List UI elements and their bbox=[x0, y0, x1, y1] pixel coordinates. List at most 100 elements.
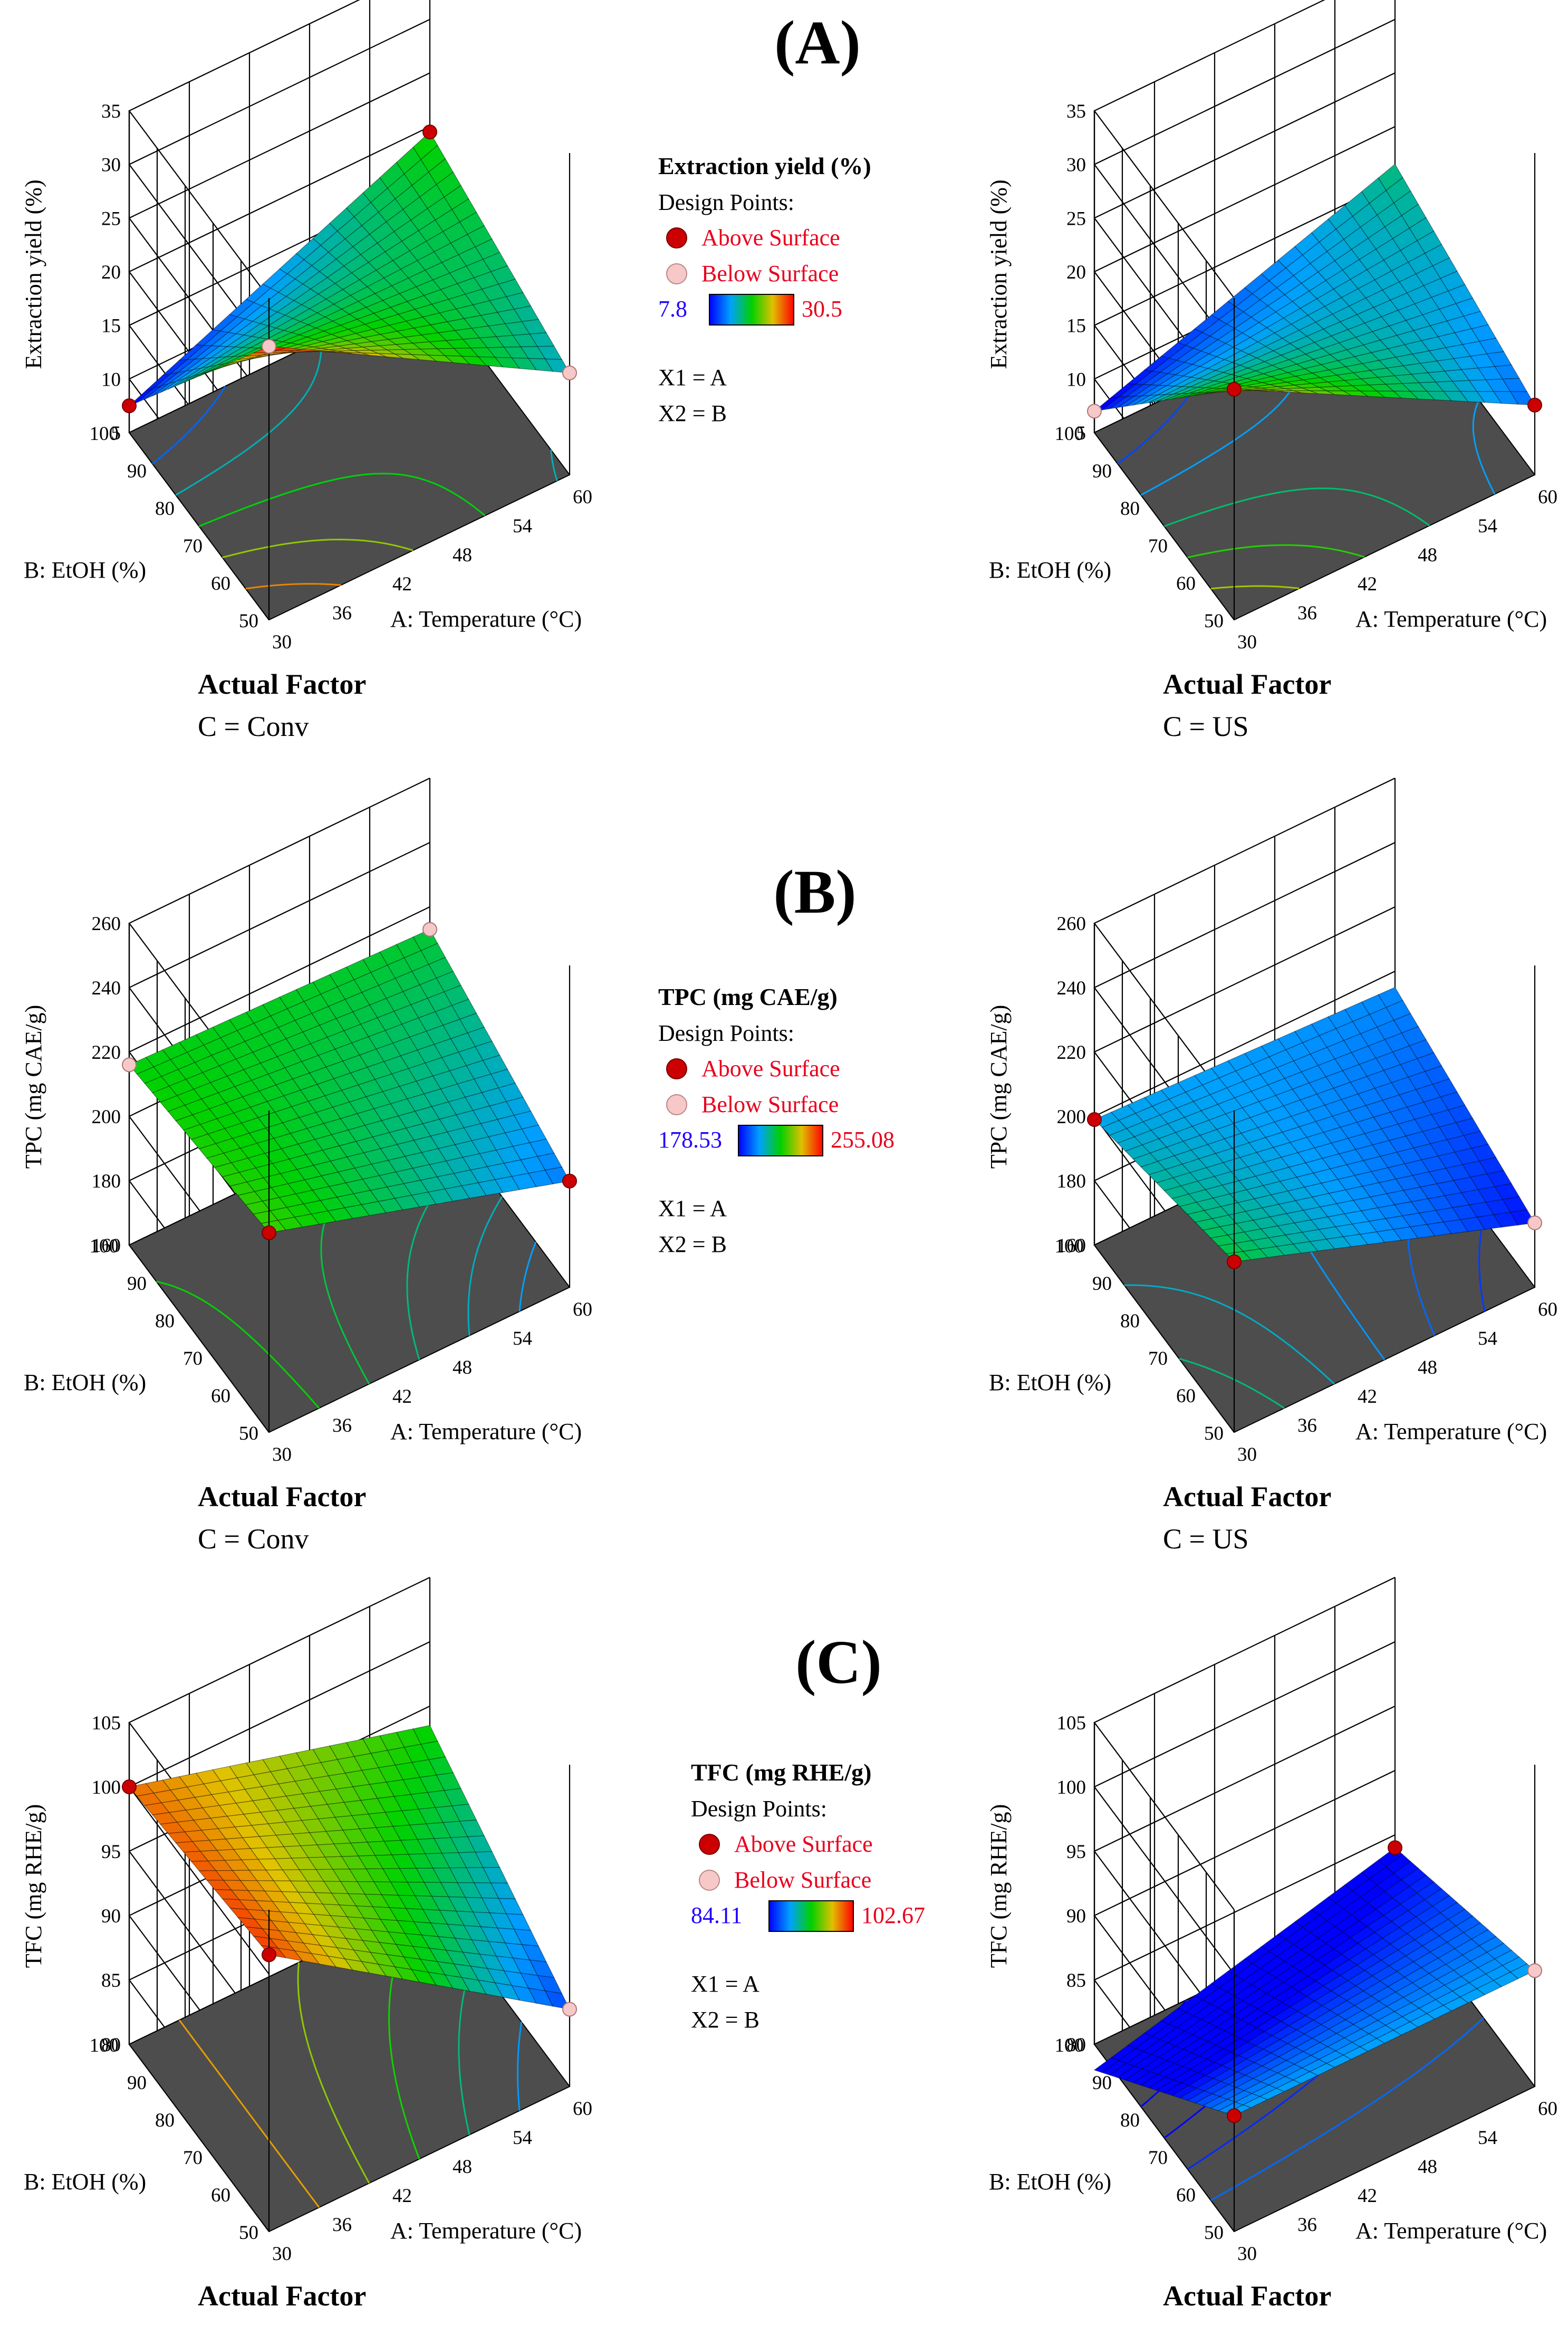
legend-range-max: 102.67 bbox=[861, 1902, 925, 1928]
surface-cell bbox=[343, 1800, 369, 1816]
surface-cell bbox=[311, 350, 336, 353]
surface-cell bbox=[1149, 385, 1176, 396]
surface-cell bbox=[438, 1936, 464, 1953]
surface-cell bbox=[1148, 2076, 1174, 2091]
x-axis-label: A: Temperature (°C) bbox=[390, 1419, 582, 1444]
z-tick-label: 180 bbox=[92, 1171, 121, 1192]
surface-cell bbox=[1435, 1207, 1461, 1223]
z-tick-label: 15 bbox=[101, 315, 121, 337]
surface-cell bbox=[318, 1048, 343, 1068]
y-tick-label: 50 bbox=[239, 2222, 258, 2244]
surface-cell bbox=[1195, 1218, 1220, 1231]
y-tick-label: 60 bbox=[211, 573, 230, 595]
surface-cell bbox=[178, 358, 204, 373]
surface-cell bbox=[1250, 1084, 1276, 1102]
z-gridline bbox=[1093, 1577, 1396, 1910]
surface-cell bbox=[1320, 2014, 1346, 2030]
z-tick-label: 85 bbox=[101, 1970, 121, 1992]
design-points bbox=[1087, 1112, 1542, 1269]
x-tick-label: 30 bbox=[1237, 2243, 1257, 2265]
surface-cell bbox=[200, 1828, 227, 1841]
surface-cell bbox=[394, 1966, 420, 1983]
design-point-above bbox=[1527, 397, 1542, 413]
surface-cell bbox=[427, 991, 453, 1012]
z-axis-label: Extraction yield (%) bbox=[21, 179, 46, 369]
z-tick-label: 25 bbox=[1066, 208, 1086, 229]
surface-cell bbox=[1367, 260, 1392, 281]
x-tick-label: 60 bbox=[573, 1299, 592, 1320]
surface-cell bbox=[1414, 1114, 1440, 1132]
surface-cell bbox=[1315, 313, 1341, 330]
surface-cell bbox=[1284, 283, 1310, 302]
surface-cell bbox=[1266, 318, 1292, 333]
surface-cell bbox=[319, 1945, 345, 1959]
surface-cell bbox=[1344, 1001, 1370, 1022]
surface-cell bbox=[299, 1112, 324, 1129]
surface-cell bbox=[1426, 1221, 1452, 1237]
surface-cell bbox=[1325, 2054, 1352, 2068]
x-tick-label: 60 bbox=[1538, 2098, 1557, 2120]
surface-cell bbox=[477, 1179, 504, 1196]
surface-cell bbox=[1311, 1897, 1337, 1916]
surface-cell bbox=[1242, 322, 1268, 338]
surface-cell bbox=[1261, 1204, 1287, 1218]
surface-cell bbox=[411, 1969, 437, 1986]
surface-cell bbox=[437, 330, 464, 341]
surface-cell bbox=[494, 357, 521, 369]
surface-cell bbox=[1242, 1248, 1268, 1260]
surface-cell bbox=[1322, 1153, 1348, 1170]
surface-cell bbox=[286, 1001, 312, 1021]
surface-cell bbox=[1312, 354, 1339, 365]
legend-x1: X1 = A bbox=[691, 1971, 759, 1997]
surface-cell bbox=[1101, 2060, 1128, 2076]
surface-cell bbox=[1362, 1182, 1388, 1198]
surface-cell bbox=[330, 340, 357, 347]
legend-range-max: 30.5 bbox=[802, 296, 842, 322]
surface-cell bbox=[1239, 1152, 1265, 1167]
surface-cell bbox=[419, 1775, 445, 1793]
surface-cell bbox=[1259, 287, 1285, 307]
x-tick-label: 48 bbox=[1418, 2156, 1437, 2178]
panel-b-title: (B) bbox=[773, 857, 856, 926]
surface-cell bbox=[462, 1951, 488, 1969]
design-point-above bbox=[1388, 1840, 1402, 1855]
y-tick-label: 90 bbox=[127, 1273, 147, 1295]
surface-cell bbox=[1376, 1229, 1402, 1243]
surface-cell bbox=[1151, 2024, 1178, 2040]
y-tick-label: 90 bbox=[127, 461, 147, 482]
surface-cell bbox=[230, 1157, 257, 1173]
design-points bbox=[122, 1779, 577, 2017]
surface-cell bbox=[1349, 298, 1374, 315]
surface-cell bbox=[1447, 1105, 1474, 1123]
z-tick-label: 100 bbox=[92, 1777, 121, 1798]
legend-title: TFC (mg RHE/g) bbox=[691, 1759, 871, 1786]
surface-cell bbox=[1247, 1162, 1273, 1177]
surface-cell bbox=[1391, 262, 1417, 283]
surface-cell bbox=[1142, 1114, 1169, 1131]
surface-cell bbox=[302, 271, 328, 290]
x-axis-label: A: Temperature (°C) bbox=[1355, 606, 1547, 632]
surface-cell bbox=[461, 1977, 487, 1995]
design-points bbox=[1087, 381, 1542, 419]
surface-cell bbox=[504, 1942, 531, 1960]
surface-cell bbox=[1437, 1152, 1464, 1169]
z-tick-label: 200 bbox=[1057, 1106, 1086, 1128]
surface-cell bbox=[370, 1750, 396, 1768]
surface-cell bbox=[481, 1897, 507, 1915]
design-point-above bbox=[1227, 381, 1242, 397]
legend-title: Extraction yield (%) bbox=[658, 152, 871, 179]
surface-cell bbox=[395, 971, 420, 992]
z-axis-label: TFC (mg RHE/g) bbox=[21, 1804, 46, 1968]
surface-cell bbox=[304, 1175, 330, 1191]
axis-ticks: 80 85 90 95 100 105 30 36 42 48 54 60 50 60 70 80 90 100 bbox=[90, 1712, 593, 2265]
surface-cell bbox=[1275, 2080, 1302, 2092]
surface-cell bbox=[1172, 393, 1197, 399]
legend-range-min: 7.8 bbox=[658, 296, 687, 322]
legend-x2: X2 = B bbox=[658, 1231, 727, 1257]
surface-cell bbox=[416, 1075, 441, 1095]
surface-cell bbox=[295, 1749, 322, 1766]
surface-cell bbox=[462, 1153, 488, 1171]
surface-cell bbox=[506, 1097, 532, 1116]
surface-cell bbox=[471, 1136, 497, 1154]
surface-cell bbox=[377, 1198, 403, 1213]
